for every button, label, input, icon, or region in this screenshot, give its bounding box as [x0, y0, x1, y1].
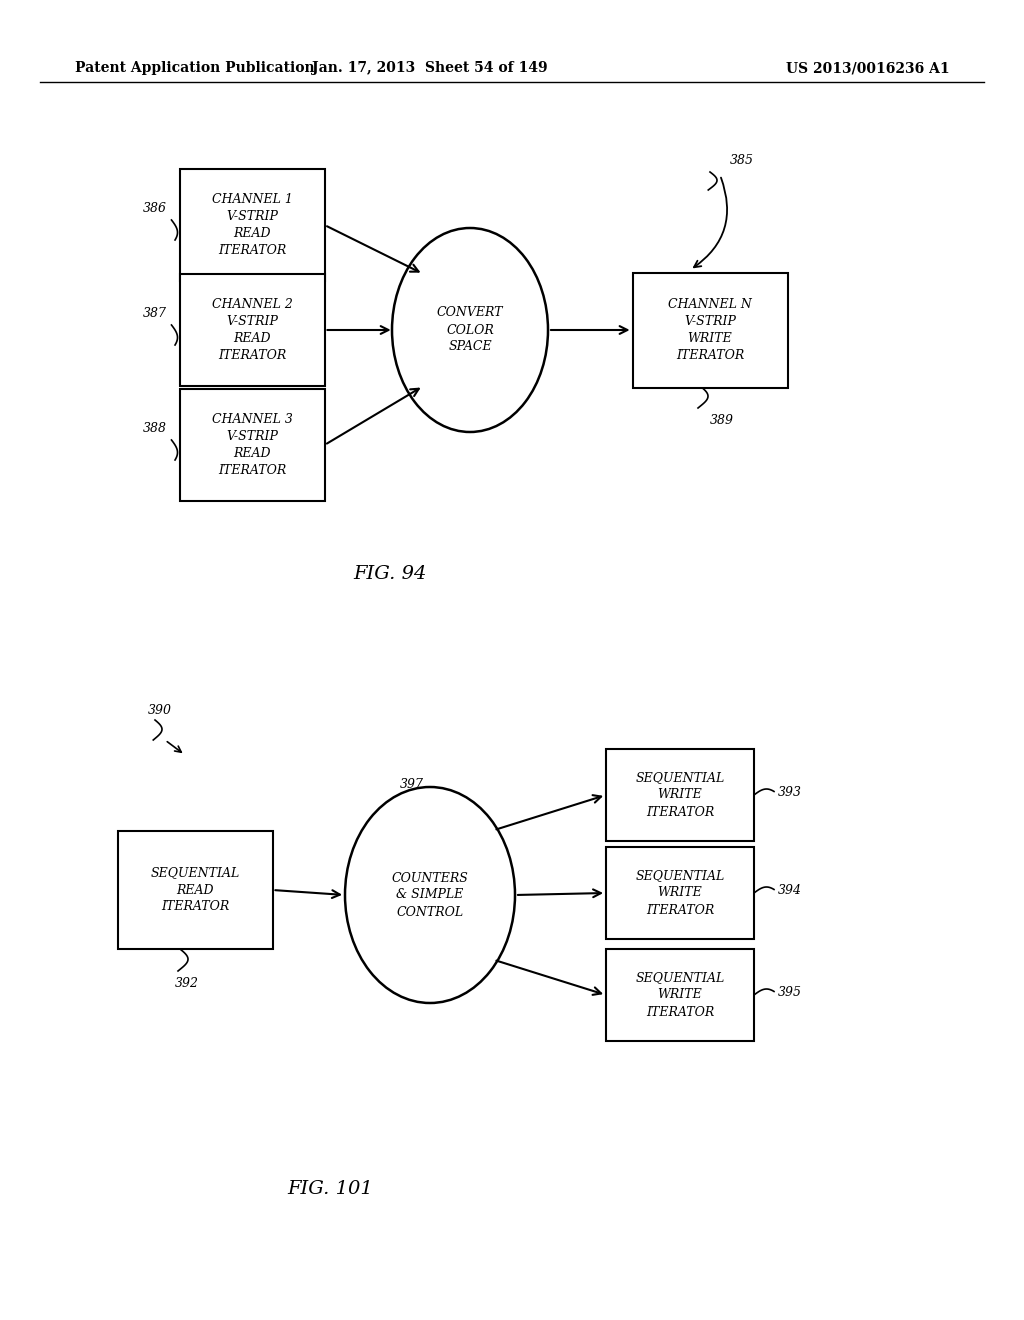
Bar — [179, 275, 325, 385]
Bar — [606, 949, 754, 1041]
Text: FIG. 94: FIG. 94 — [353, 565, 427, 583]
Ellipse shape — [345, 787, 515, 1003]
Text: 386: 386 — [142, 202, 167, 215]
Text: SEQUENTIAL
WRITE
ITERATOR: SEQUENTIAL WRITE ITERATOR — [635, 771, 725, 818]
Text: 385: 385 — [730, 153, 754, 166]
Text: 392: 392 — [175, 977, 199, 990]
Text: 390: 390 — [148, 704, 172, 717]
Ellipse shape — [392, 228, 548, 432]
Text: CHANNEL N
V-STRIP
WRITE
ITERATOR: CHANNEL N V-STRIP WRITE ITERATOR — [668, 298, 752, 362]
Bar — [633, 272, 787, 388]
Text: CONVERT
COLOR
SPACE: CONVERT COLOR SPACE — [437, 306, 503, 354]
Text: SEQUENTIAL
WRITE
ITERATOR: SEQUENTIAL WRITE ITERATOR — [635, 972, 725, 1019]
Bar — [606, 748, 754, 841]
Text: 387: 387 — [142, 308, 167, 319]
Text: CHANNEL 3
V-STRIP
READ
ITERATOR: CHANNEL 3 V-STRIP READ ITERATOR — [212, 413, 293, 477]
Text: US 2013/0016236 A1: US 2013/0016236 A1 — [786, 61, 950, 75]
Text: COUNTERS
& SIMPLE
CONTROL: COUNTERS & SIMPLE CONTROL — [391, 871, 468, 919]
Text: CHANNEL 1
V-STRIP
READ
ITERATOR: CHANNEL 1 V-STRIP READ ITERATOR — [212, 193, 293, 257]
Text: SEQUENTIAL
READ
ITERATOR: SEQUENTIAL READ ITERATOR — [151, 866, 240, 913]
Text: Jan. 17, 2013  Sheet 54 of 149: Jan. 17, 2013 Sheet 54 of 149 — [312, 61, 548, 75]
Text: 394: 394 — [778, 884, 802, 898]
Text: 393: 393 — [778, 785, 802, 799]
Text: 395: 395 — [778, 986, 802, 999]
Text: Patent Application Publication: Patent Application Publication — [75, 61, 314, 75]
Text: CHANNEL 2
V-STRIP
READ
ITERATOR: CHANNEL 2 V-STRIP READ ITERATOR — [212, 298, 293, 362]
Text: 397: 397 — [400, 779, 424, 792]
Text: FIG. 101: FIG. 101 — [287, 1180, 373, 1199]
Text: 389: 389 — [710, 414, 734, 426]
Bar — [179, 169, 325, 281]
Bar — [606, 847, 754, 939]
Text: 388: 388 — [142, 422, 167, 436]
Bar — [118, 832, 272, 949]
Bar — [179, 389, 325, 502]
Text: SEQUENTIAL
WRITE
ITERATOR: SEQUENTIAL WRITE ITERATOR — [635, 870, 725, 916]
